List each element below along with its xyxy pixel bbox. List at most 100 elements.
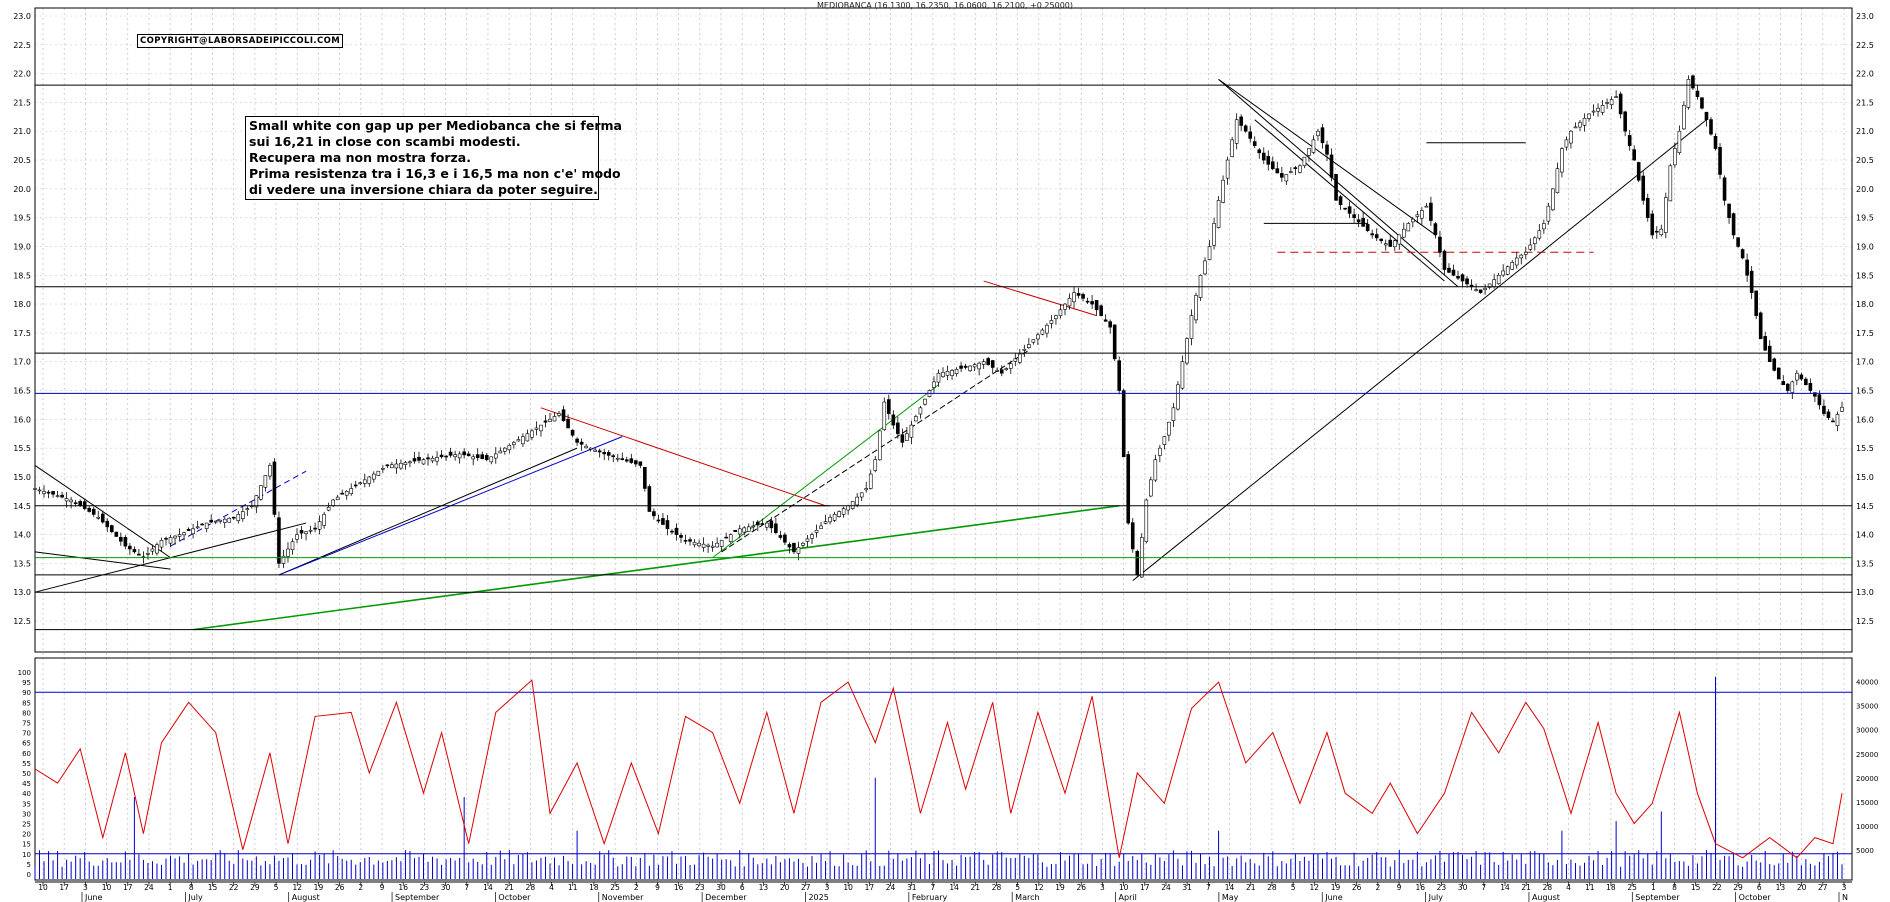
candle-body — [1573, 126, 1578, 129]
horizontal-levels — [35, 84, 1852, 631]
candle-body — [1551, 188, 1555, 211]
candle-body — [1587, 113, 1591, 119]
candle-body — [1352, 214, 1356, 218]
candle-body — [1460, 274, 1465, 282]
day-tick-label: 6 — [740, 883, 745, 892]
candle-body — [1334, 174, 1338, 201]
candle-body — [367, 476, 372, 484]
price-tick-label: 18.5 — [1856, 271, 1874, 280]
day-tick-label: 3 — [825, 883, 830, 892]
candle-body — [1325, 144, 1329, 155]
day-tick-label: 8 — [1672, 883, 1677, 892]
candle-body — [1555, 168, 1560, 194]
price-tick-label: 13.0 — [1856, 588, 1874, 597]
candle-body — [896, 422, 900, 435]
candle-body — [755, 521, 760, 526]
candle-body — [570, 429, 575, 436]
trendline — [193, 504, 1120, 631]
candle-body — [146, 552, 150, 555]
candle-body — [1569, 130, 1573, 144]
candle-body — [1772, 358, 1777, 371]
month-label: 2025 — [808, 893, 828, 902]
candle-body — [634, 460, 638, 465]
candle-body — [381, 468, 385, 470]
candle-body — [1316, 130, 1320, 137]
candle-body — [394, 463, 399, 469]
candle-body — [1370, 233, 1374, 236]
candle-body — [548, 419, 552, 422]
candle-body — [1483, 287, 1487, 291]
candle-body — [1804, 378, 1808, 386]
candle-body — [1320, 127, 1325, 144]
month-label: September — [1635, 893, 1680, 902]
day-tick-label: 26 — [335, 883, 345, 892]
day-tick-label: 22 — [229, 883, 239, 892]
indicator-panel: 0 5 10 15 20 25 30 35 40 45 50 55 60 65 70 75 80 85 90 95 10… — [18, 657, 1878, 881]
candle-body — [1108, 321, 1112, 328]
candle-body — [1298, 165, 1302, 173]
candle-body — [1817, 394, 1822, 406]
candle-body — [1121, 390, 1126, 458]
candle-body — [1117, 360, 1121, 391]
price-tick-label: 21.0 — [1856, 127, 1874, 136]
candle-body — [1284, 174, 1289, 182]
candle-body — [679, 535, 683, 538]
day-tick-label: 8 — [189, 883, 194, 892]
candle-body — [1510, 262, 1515, 270]
candle-body — [435, 457, 439, 462]
candle-body — [1420, 210, 1424, 219]
candle-body — [1130, 522, 1135, 550]
trendline — [1254, 119, 1445, 282]
candle-body — [60, 494, 64, 498]
month-label: October — [1739, 893, 1772, 902]
candle-body — [873, 459, 878, 471]
candle-body — [331, 499, 335, 506]
candle-body — [313, 527, 317, 530]
candle-body — [1429, 202, 1433, 221]
candle-body — [1614, 96, 1618, 98]
volume-tick-label: 40000 — [1856, 679, 1878, 687]
candle-body — [990, 360, 995, 368]
candle-body — [1176, 384, 1180, 410]
candle-body — [936, 372, 941, 383]
candle-body — [46, 491, 51, 494]
volume-tick-label: 15000 — [1856, 799, 1878, 807]
candle-body — [33, 488, 37, 490]
candle-body — [1487, 283, 1492, 288]
candle-body — [737, 528, 742, 535]
candle-body — [1049, 320, 1054, 324]
candle-body — [1578, 122, 1582, 128]
candle-body — [340, 492, 344, 495]
month-label: N — [1842, 893, 1848, 902]
price-tick-label: 20.5 — [1856, 156, 1874, 165]
trendline — [721, 349, 1030, 553]
candle-body — [1031, 339, 1036, 343]
candle-body — [168, 537, 173, 544]
candle-body — [349, 488, 354, 494]
candle-body — [109, 525, 114, 532]
candle-body — [390, 464, 394, 469]
candle-body — [1302, 156, 1307, 167]
candle-body — [1252, 141, 1257, 146]
candle-body — [670, 530, 674, 533]
candle-body — [1596, 107, 1600, 112]
candle-body — [1704, 111, 1709, 121]
candle-body — [78, 501, 82, 507]
price-axis: 12.5 12.5 13.0 13.0 13.5 13.5 14.0 14.0 14.5 14.5… — [13, 12, 1874, 626]
candle-body — [1379, 238, 1384, 242]
day-tick-label: 25 — [610, 883, 620, 892]
candle-body — [403, 462, 408, 465]
price-tick-label: 22.5 — [13, 41, 31, 50]
candle-body — [999, 369, 1004, 374]
day-tick-label: 22 — [1712, 883, 1722, 892]
candle-body — [231, 516, 236, 519]
candle-body — [1668, 165, 1673, 202]
candle-body — [823, 521, 828, 524]
candle-body — [733, 529, 738, 532]
candle-body — [1103, 319, 1108, 322]
candle-body — [245, 508, 250, 510]
day-tick-label: 5 — [1015, 883, 1020, 892]
candle-body — [1451, 269, 1456, 276]
candle-body — [606, 452, 611, 456]
candle-body — [322, 514, 326, 526]
